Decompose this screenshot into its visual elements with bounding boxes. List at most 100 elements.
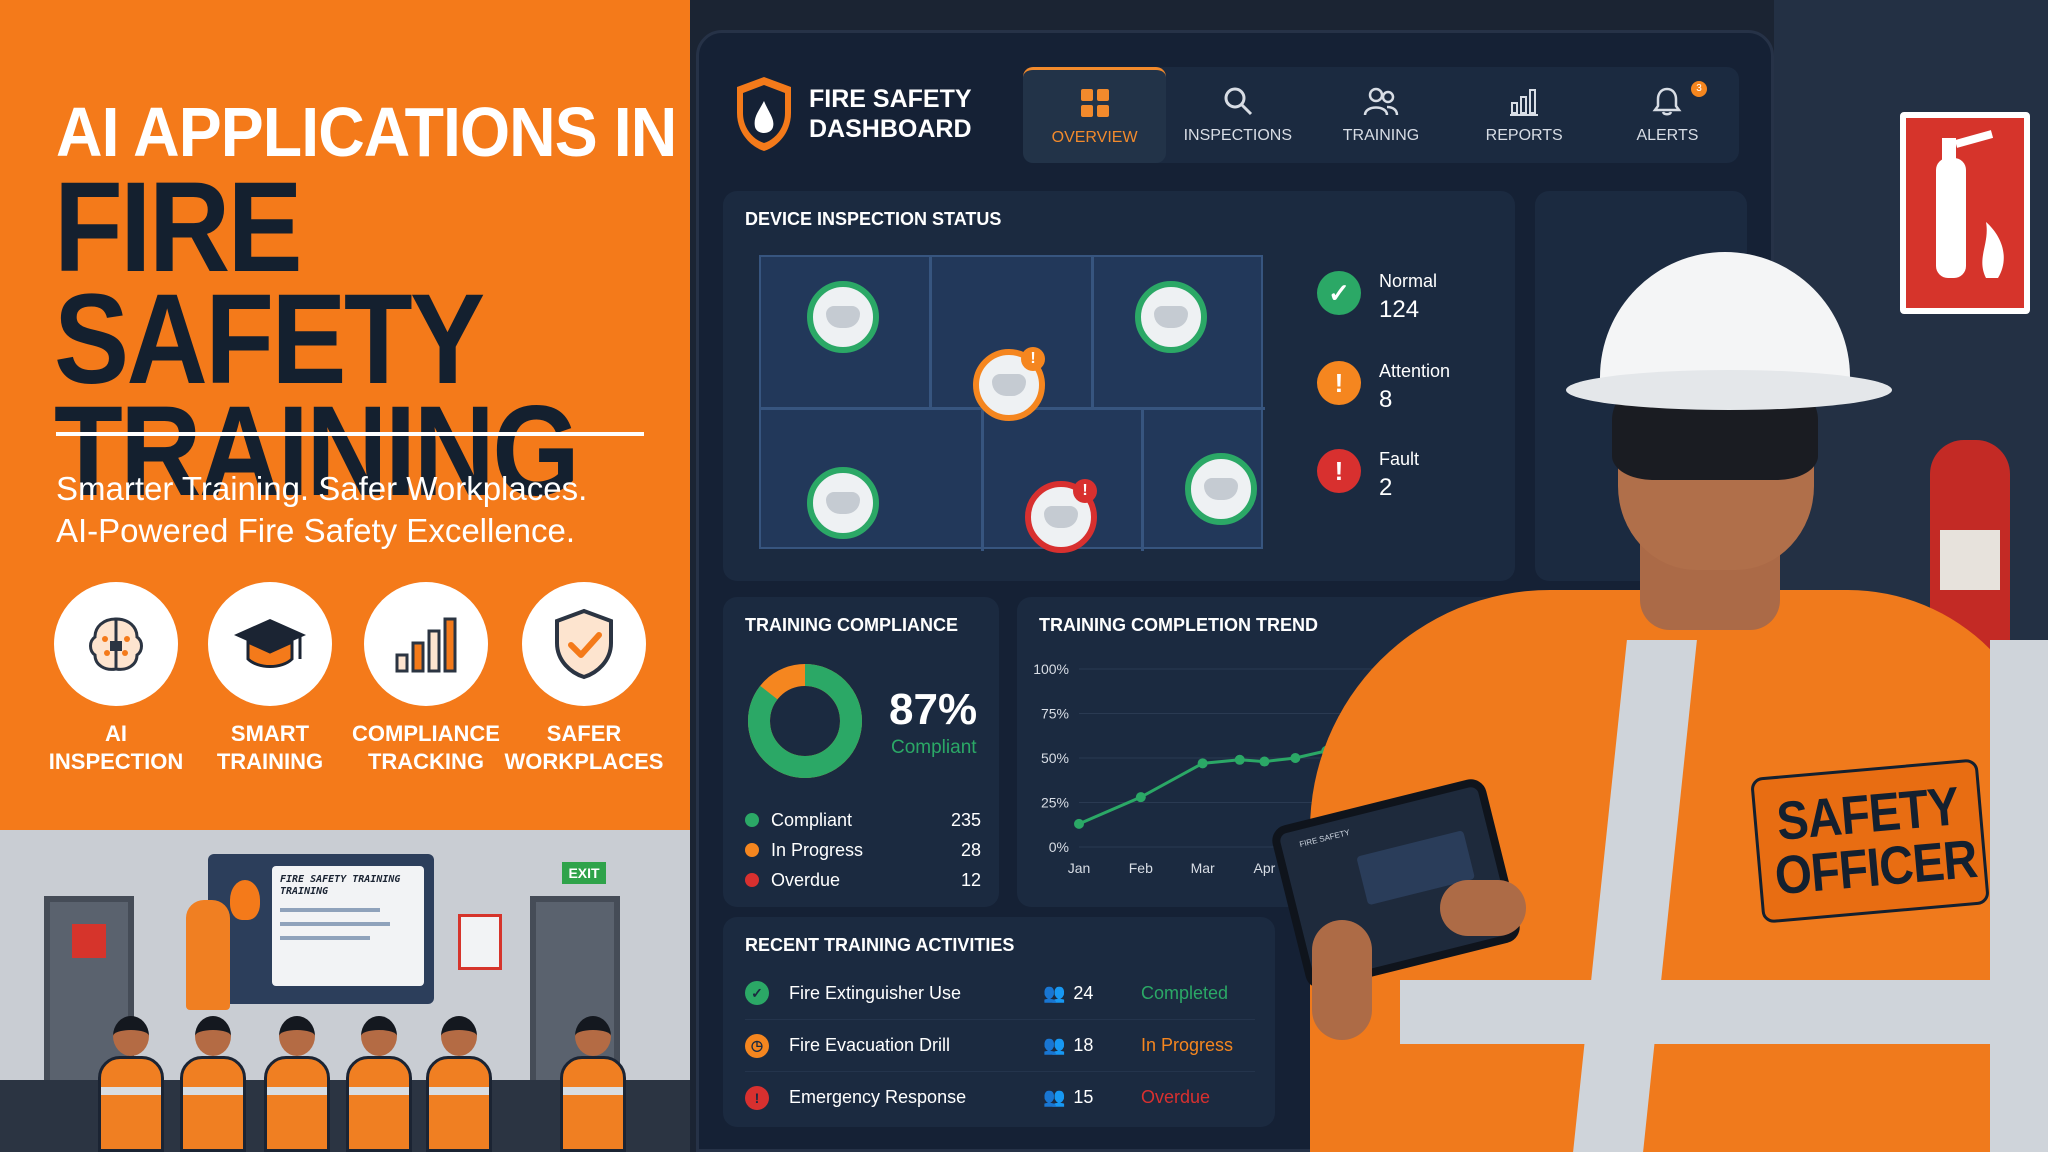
row-value: 12 (960, 869, 981, 890)
legend-normal: ✓ Normal 124 (1317, 271, 1437, 324)
feature-label-line2: INSPECTION (48, 749, 184, 774)
tab-overview[interactable]: OVERVIEW (1023, 67, 1167, 163)
trend-data-point (1197, 758, 1208, 769)
compliance-breakdown: Compliant 235 In Progress 28 Overdue 12 (745, 805, 981, 895)
legend-value: 2 (1379, 474, 1393, 501)
warning-icon: ! (1317, 361, 1361, 405)
tab-label: OVERVIEW (1051, 128, 1138, 146)
y-tick-label: 50% (1041, 750, 1069, 766)
trainee (180, 1016, 246, 1152)
shield-check-icon (522, 582, 646, 706)
classroom-illustration: EXIT FIRE SAFETY TRAINING TRAINING (0, 830, 690, 1152)
tab-reports[interactable]: REPORTS (1453, 67, 1596, 163)
dashboard-title-line2: DASHBOARD (809, 115, 972, 143)
feature-ai-inspection: AI INSPECTION (36, 582, 196, 776)
check-icon: ✓ (1317, 271, 1361, 315)
activity-count-value: 15 (1073, 1087, 1094, 1107)
fire-extinguisher-sign-icon (1900, 112, 2030, 314)
people-icon: 👥 (1043, 1035, 1066, 1055)
safety-officer-hand (1312, 920, 1372, 1040)
feature-label: SAFER WORKPLACES (504, 720, 664, 776)
y-tick-label: 0% (1049, 839, 1069, 855)
dashboard-title-line1: FIRE SAFETY (809, 85, 972, 113)
activity-name: Fire Evacuation Drill (789, 1035, 951, 1055)
tab-label: REPORTS (1485, 127, 1563, 144)
compliance-percent: 87% (889, 685, 978, 734)
legend-value: 8 (1379, 386, 1393, 413)
tab-label: TRAINING (1342, 127, 1420, 144)
smoke-detector-normal[interactable] (807, 467, 879, 539)
hard-hat-brim (1566, 370, 1892, 410)
fault-flag-icon: ! (1073, 479, 1097, 503)
smoke-detector-attention[interactable]: ! (973, 347, 1045, 421)
tab-training[interactable]: TRAINING (1309, 67, 1452, 163)
card-title: DEVICE INSPECTION STATUS (745, 209, 1002, 229)
tab-label: ALERTS (1636, 127, 1699, 144)
feature-safer-workplaces: SAFER WORKPLACES (504, 582, 664, 776)
slide-title: FIRE SAFETY TRAINING (280, 874, 401, 885)
tab-alerts[interactable]: ALERTS 3 (1596, 67, 1739, 163)
vest-reflective-stripe (1990, 640, 2048, 1152)
activity-status: Overdue (1141, 1087, 1211, 1107)
feature-label-line1: COMPLIANCE (352, 721, 500, 746)
smoke-detector-normal[interactable] (1135, 281, 1207, 353)
activity-status: In Progress (1141, 1035, 1234, 1055)
feature-label: SMART TRAINING (190, 720, 350, 776)
trainee (426, 1016, 492, 1152)
trainee (560, 1016, 626, 1152)
alerts-count-badge: 3 (1691, 81, 1708, 97)
activity-row[interactable]: ◷ Fire Evacuation Drill 👥 18 In Progress (745, 1019, 1255, 1071)
tab-label: INSPECTIONS (1183, 127, 1293, 144)
clock-icon: ◷ (745, 1033, 769, 1058)
device-inspection-card: DEVICE INSPECTION STATUS ! ! ✓ Normal 12… (723, 191, 1515, 581)
instructor (186, 900, 230, 1010)
fire-safety-dashboard: FIRE SAFETY DASHBOARD OVERVIEW INSPECTIO… (696, 30, 1774, 1152)
slide-subtitle: TRAINING (280, 886, 329, 897)
feature-label: AI INSPECTION (36, 720, 196, 776)
legend-label: Attention (1379, 361, 1451, 381)
legend-label: Normal (1379, 271, 1438, 291)
compliance-row-compliant: Compliant 235 (745, 805, 981, 835)
patch-line2: OFFICER (1772, 828, 1980, 907)
activity-name: Emergency Response (789, 1087, 967, 1107)
activity-count: 👥 18 (1043, 1035, 1141, 1056)
activity-count: 👥 24 (1043, 983, 1141, 1004)
legend-label: Fault (1379, 449, 1420, 469)
activity-row[interactable]: ✓ Fire Extinguisher Use 👥 24 Completed (745, 967, 1255, 1019)
trend-data-point (1074, 818, 1084, 829)
card-title: TRAINING COMPLIANCE (745, 615, 958, 635)
alert-icon: ! (745, 1085, 769, 1110)
check-icon: ✓ (745, 981, 769, 1005)
feature-label-line2: TRACKING (367, 749, 485, 774)
feature-smart-training: SMART TRAINING (190, 582, 350, 776)
smoke-detector-normal[interactable] (1185, 453, 1257, 525)
smoke-detector-normal[interactable] (807, 281, 879, 353)
x-tick-label: Jan (1068, 860, 1091, 876)
promo-title-line1: FIRE SAFETY (54, 156, 485, 411)
compliance-row-in-progress: In Progress 28 (745, 835, 981, 865)
tablet-screen-title: FIRE SAFETY (1298, 827, 1351, 850)
smoke-detector-fault[interactable]: ! (1025, 479, 1097, 553)
y-tick-label: 75% (1041, 706, 1069, 722)
exit-sign: EXIT (562, 862, 606, 884)
activity-count: 👥 15 (1043, 1087, 1141, 1108)
brain-circuit-icon (54, 582, 178, 706)
fire-shield-icon (737, 77, 791, 151)
y-tick-label: 100% (1033, 661, 1069, 677)
trend-data-point (1135, 792, 1146, 803)
row-value: 28 (960, 839, 981, 860)
feature-label: COMPLIANCE TRACKING (346, 720, 506, 776)
tab-inspections[interactable]: INSPECTIONS (1166, 67, 1309, 163)
compliance-row-overdue: Overdue 12 (745, 865, 981, 895)
grid-icon (1080, 88, 1109, 117)
compliance-caption: Compliant (891, 737, 977, 758)
activity-row[interactable]: ! Emergency Response 👥 15 Overdue (745, 1071, 1255, 1123)
trend-data-point (1234, 754, 1245, 765)
promo-subtitle-line2: AI-Powered Fire Safety Excellence. (56, 512, 576, 549)
bar-chart-icon (364, 582, 488, 706)
row-value: 235 (950, 809, 981, 830)
training-compliance-card: TRAINING COMPLIANCE 87% Compliant Compli… (723, 597, 999, 907)
bell-icon (1652, 87, 1682, 116)
presentation-slide: FIRE SAFETY TRAINING TRAINING (272, 866, 424, 986)
vest-reflective-stripe (1400, 980, 2048, 1044)
